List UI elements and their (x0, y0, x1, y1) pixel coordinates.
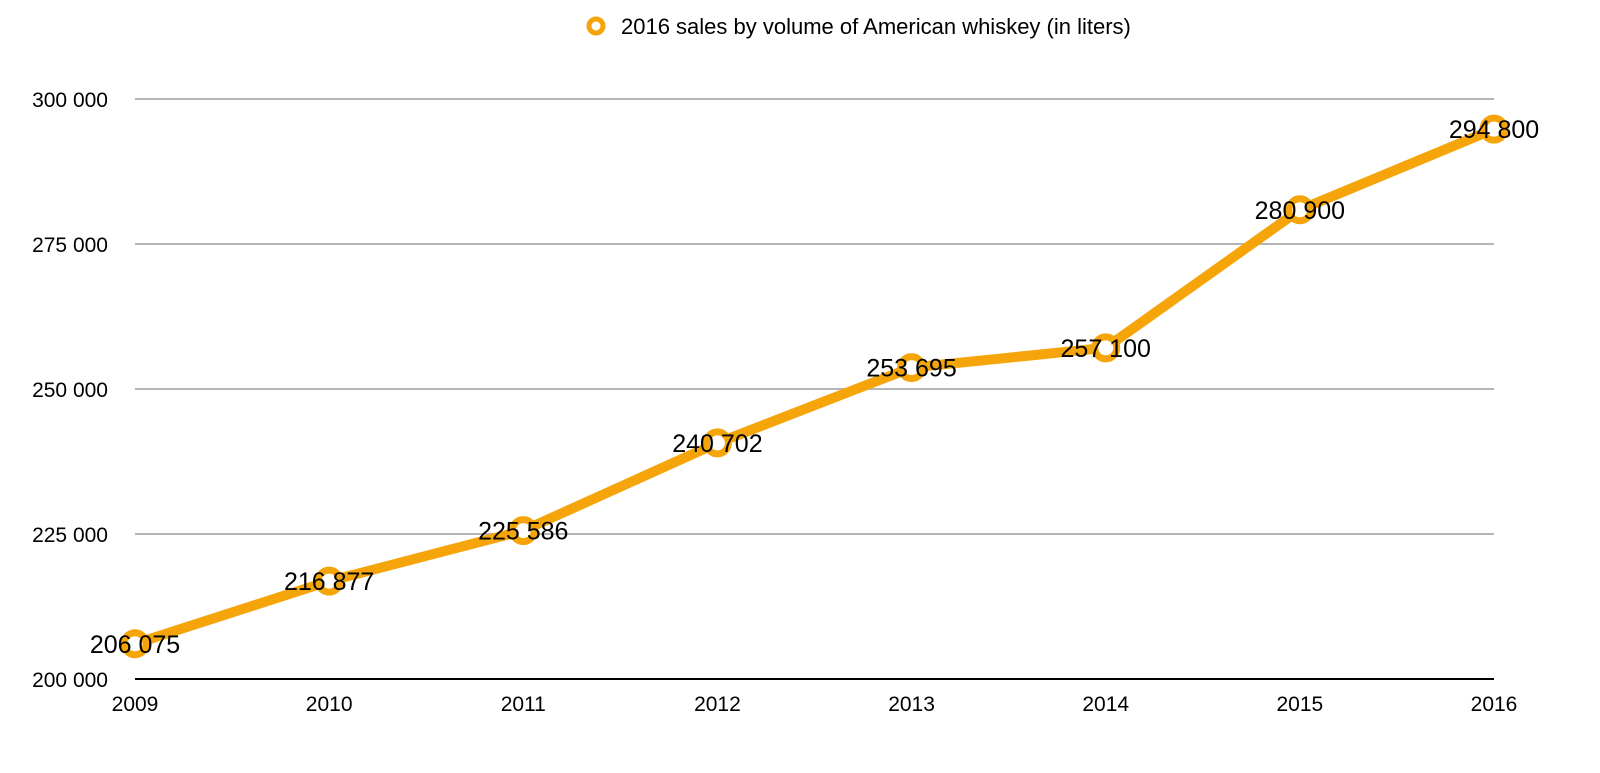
legend: 2016 sales by volume of American whiskey… (586, 14, 1131, 39)
legend-marker-icon (586, 16, 606, 36)
data-point (508, 516, 538, 546)
data-point (897, 353, 927, 383)
data-label: 253 695 (866, 355, 956, 383)
x-tick-label: 2013 (888, 693, 935, 716)
series-line (130, 124, 1499, 649)
x-tick-label: 2012 (694, 693, 741, 716)
data-point (120, 629, 150, 659)
legend-label: 2016 sales by volume of American whiskey… (621, 14, 1131, 39)
data-point (1479, 114, 1509, 144)
data-label: 225 586 (478, 518, 568, 546)
data-label: 216 877 (284, 568, 374, 596)
data-label: 240 702 (672, 430, 762, 458)
x-tick-label: 2011 (501, 693, 546, 716)
data-point (314, 566, 344, 596)
y-tick-label: 250 000 (32, 379, 108, 402)
data-label: 294 800 (1449, 116, 1539, 144)
x-tick-label: 2009 (112, 693, 159, 716)
y-tick-label: 275 000 (32, 234, 108, 257)
data-label: 257 100 (1061, 335, 1151, 363)
x-tick-label: 2015 (1276, 693, 1323, 716)
gridlines (135, 98, 1494, 535)
data-point (1285, 195, 1315, 225)
x-tick-label: 2014 (1082, 693, 1129, 716)
y-tick-label: 200 000 (32, 669, 108, 692)
data-point (1091, 333, 1121, 363)
data-label: 280 900 (1255, 197, 1345, 225)
y-tick-label: 300 000 (32, 89, 108, 112)
x-tick-label: 2016 (1471, 693, 1518, 716)
data-label: 206 075 (90, 631, 180, 659)
data-labels: 206 075 216 877 225 586 240 702 253 695 257 1… (90, 116, 1539, 659)
series-layer (120, 114, 1509, 659)
x-tick-label: 2010 (306, 693, 353, 716)
axes: 200 000 225 000 250 000 275 000 300 000 2009 2… (32, 89, 1517, 716)
y-tick-label: 225 000 (32, 524, 108, 547)
data-point (702, 428, 732, 458)
